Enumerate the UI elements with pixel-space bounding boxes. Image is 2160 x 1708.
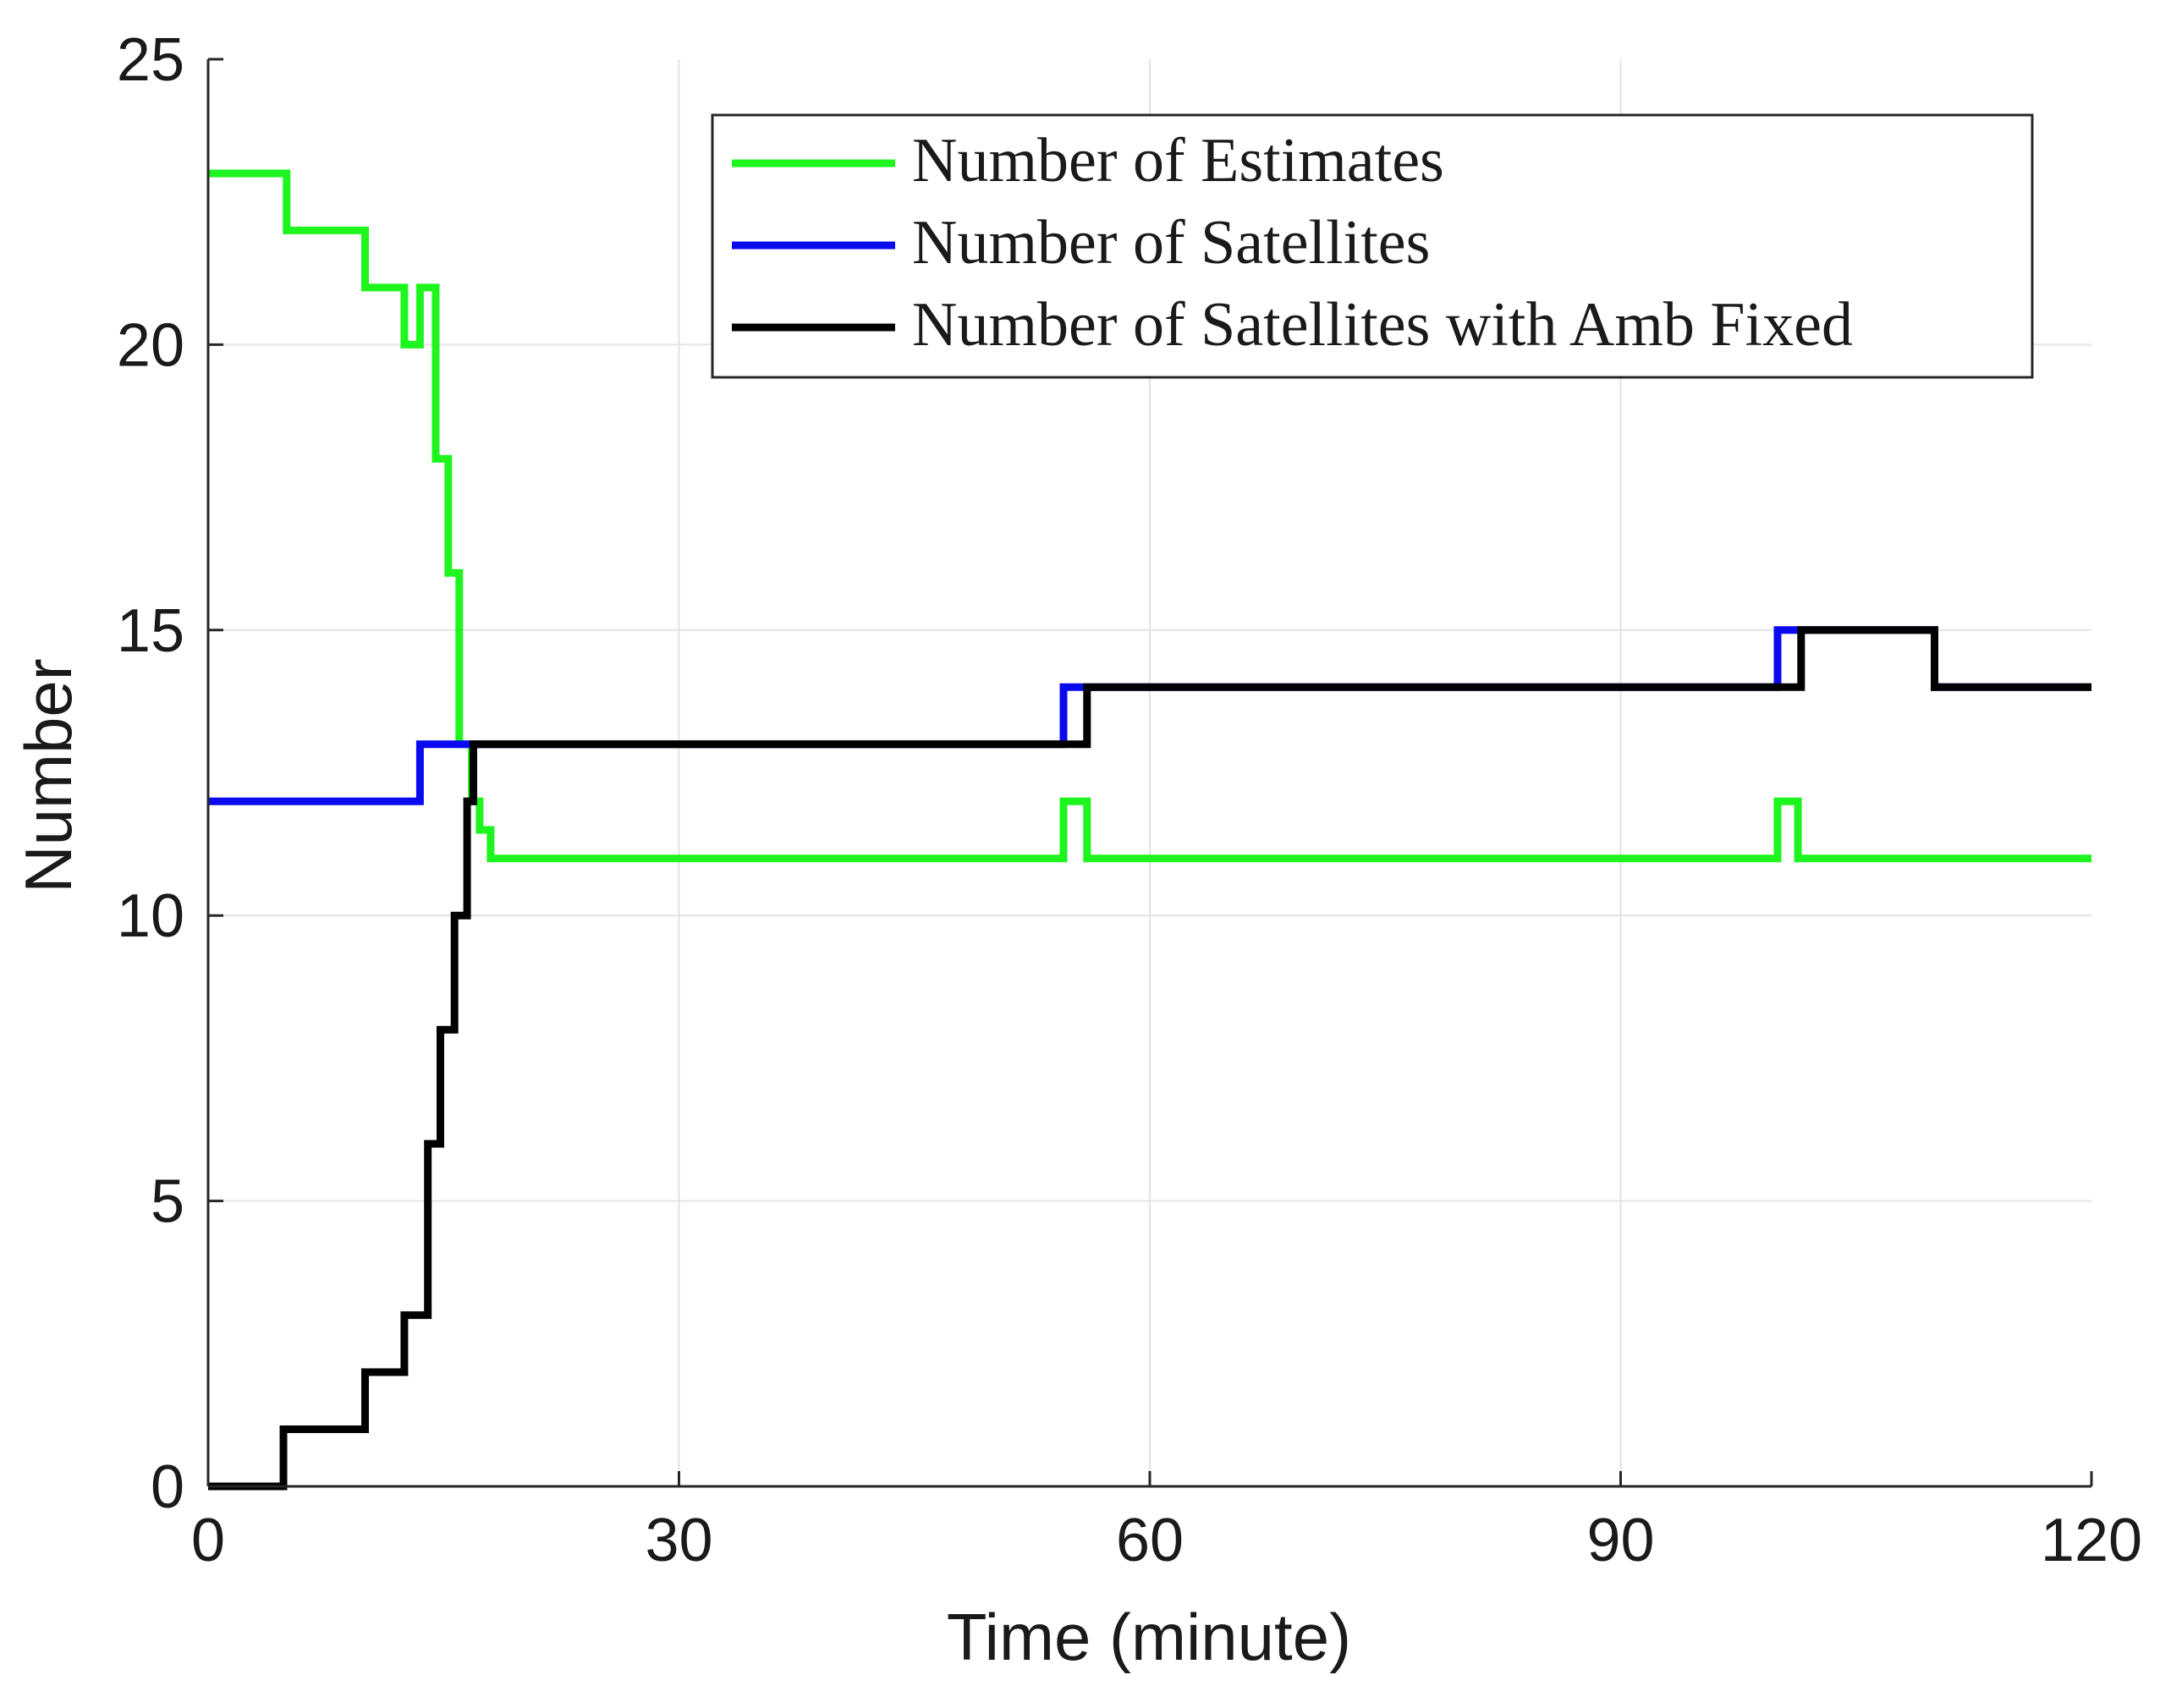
series-layer xyxy=(208,169,2091,1491)
y-axis-title: Number xyxy=(11,658,85,892)
legend-label-satellites: Number of Satellites xyxy=(912,208,1430,277)
y-tick-label: 25 xyxy=(117,26,184,94)
legend-box xyxy=(711,113,2034,379)
legend-label-estimates: Number of Estimates xyxy=(912,126,1444,195)
series-line-amb-fixed xyxy=(208,626,2091,1491)
axes xyxy=(206,58,2093,1488)
legend: Number of Estimates Number of Satellites… xyxy=(711,113,2034,379)
y-tick-label: 20 xyxy=(117,311,184,379)
x-tick-label: 30 xyxy=(645,1507,712,1574)
x-tick-label: 60 xyxy=(1116,1507,1184,1574)
legend-label-amb-fixed: Number of Satellites with Amb Fixed xyxy=(912,290,1853,360)
x-tick-label: 90 xyxy=(1586,1507,1654,1574)
x-tick-label: 0 xyxy=(191,1507,225,1574)
x-tick-label: 120 xyxy=(2041,1507,2142,1574)
y-tick-label: 15 xyxy=(117,597,184,665)
y-tick-label: 10 xyxy=(117,882,184,950)
y-tick-label: 5 xyxy=(151,1168,184,1236)
y-tick-label: 0 xyxy=(151,1453,184,1521)
x-axis-title: Time (minute) xyxy=(947,1600,1351,1674)
tick-labels: 0 30 60 90 120 0 5 10 15 20 25 xyxy=(117,26,2142,1574)
